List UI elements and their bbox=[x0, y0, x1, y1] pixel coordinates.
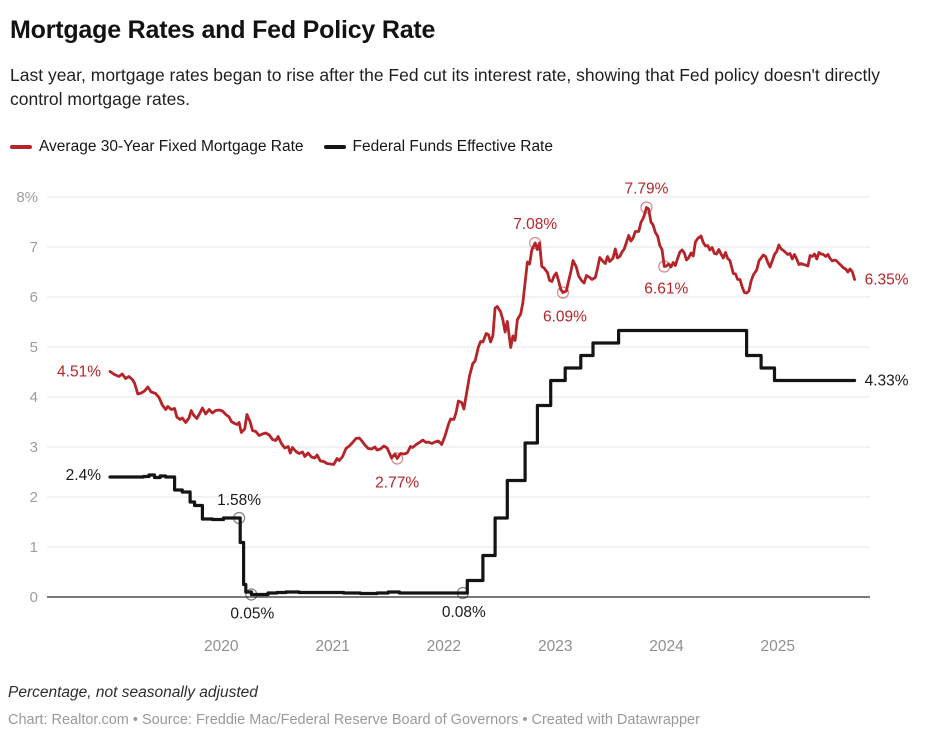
y-tick-label: 3 bbox=[30, 439, 38, 456]
legend-label: Federal Funds Effective Rate bbox=[352, 138, 553, 155]
chart-subtitle: Last year, mortgage rates began to rise … bbox=[10, 65, 881, 110]
value-annotation: 2.4% bbox=[66, 467, 102, 484]
value-annotation: 4.33% bbox=[865, 373, 909, 390]
value-annotation: 4.51% bbox=[57, 364, 101, 381]
value-annotation: 7.08% bbox=[513, 216, 557, 233]
value-annotation: 7.79% bbox=[624, 181, 668, 198]
x-tick-label: 2024 bbox=[649, 638, 684, 655]
value-annotation: 0.08% bbox=[442, 604, 486, 621]
data-point-marker bbox=[233, 511, 246, 525]
y-tick-label: 7 bbox=[30, 239, 38, 256]
legend-item: Average 30-Year Fixed Mortgage Rate bbox=[10, 138, 304, 156]
chart-legend: Average 30-Year Fixed Mortgage Rate Feder… bbox=[10, 138, 553, 156]
y-tick-label: 5 bbox=[30, 339, 38, 356]
value-annotation: 0.05% bbox=[230, 606, 274, 623]
chart-footnote: Percentage, not seasonally adjusted bbox=[8, 684, 258, 701]
value-annotation: 6.61% bbox=[644, 281, 688, 298]
data-point-marker bbox=[245, 588, 258, 601]
x-tick-label: 2021 bbox=[315, 638, 349, 655]
legend-swatch bbox=[323, 145, 346, 149]
data-point-marker bbox=[391, 452, 404, 465]
chart-byline: Chart: Realtor.com • Source: Freddie Mac… bbox=[8, 712, 700, 728]
y-tick-label: 1 bbox=[30, 539, 38, 556]
series-line-federal-funds-effective-rate bbox=[108, 328, 857, 597]
value-annotation: 1.58% bbox=[217, 492, 261, 509]
page-title: Mortgage Rates and Fed Policy Rate bbox=[10, 16, 436, 44]
data-point-marker bbox=[640, 201, 653, 214]
data-point-marker bbox=[456, 586, 469, 600]
data-point-marker bbox=[529, 236, 542, 250]
y-tick-label: 4 bbox=[30, 389, 38, 406]
value-annotation: 6.09% bbox=[543, 309, 587, 326]
x-tick-label: 2023 bbox=[538, 638, 572, 655]
y-tick-label: 8% bbox=[16, 189, 38, 206]
y-tick-label: 6 bbox=[30, 289, 38, 306]
legend-label: Average 30-Year Fixed Mortgage Rate bbox=[39, 138, 304, 155]
legend-item: Federal Funds Effective Rate bbox=[323, 138, 553, 156]
series-line-average-30-year-fixed-mortgage-rate bbox=[108, 206, 856, 466]
data-point-marker bbox=[658, 260, 671, 273]
value-annotation: 6.35% bbox=[865, 272, 909, 289]
data-point-marker bbox=[556, 286, 570, 299]
x-tick-label: 2020 bbox=[204, 638, 239, 655]
y-tick-label: 2 bbox=[30, 489, 38, 506]
y-tick-label: 0 bbox=[30, 589, 38, 606]
x-tick-label: 2022 bbox=[427, 638, 461, 655]
value-annotation: 2.77% bbox=[375, 475, 419, 492]
legend-swatch bbox=[10, 145, 32, 149]
x-tick-label: 2025 bbox=[761, 638, 795, 655]
